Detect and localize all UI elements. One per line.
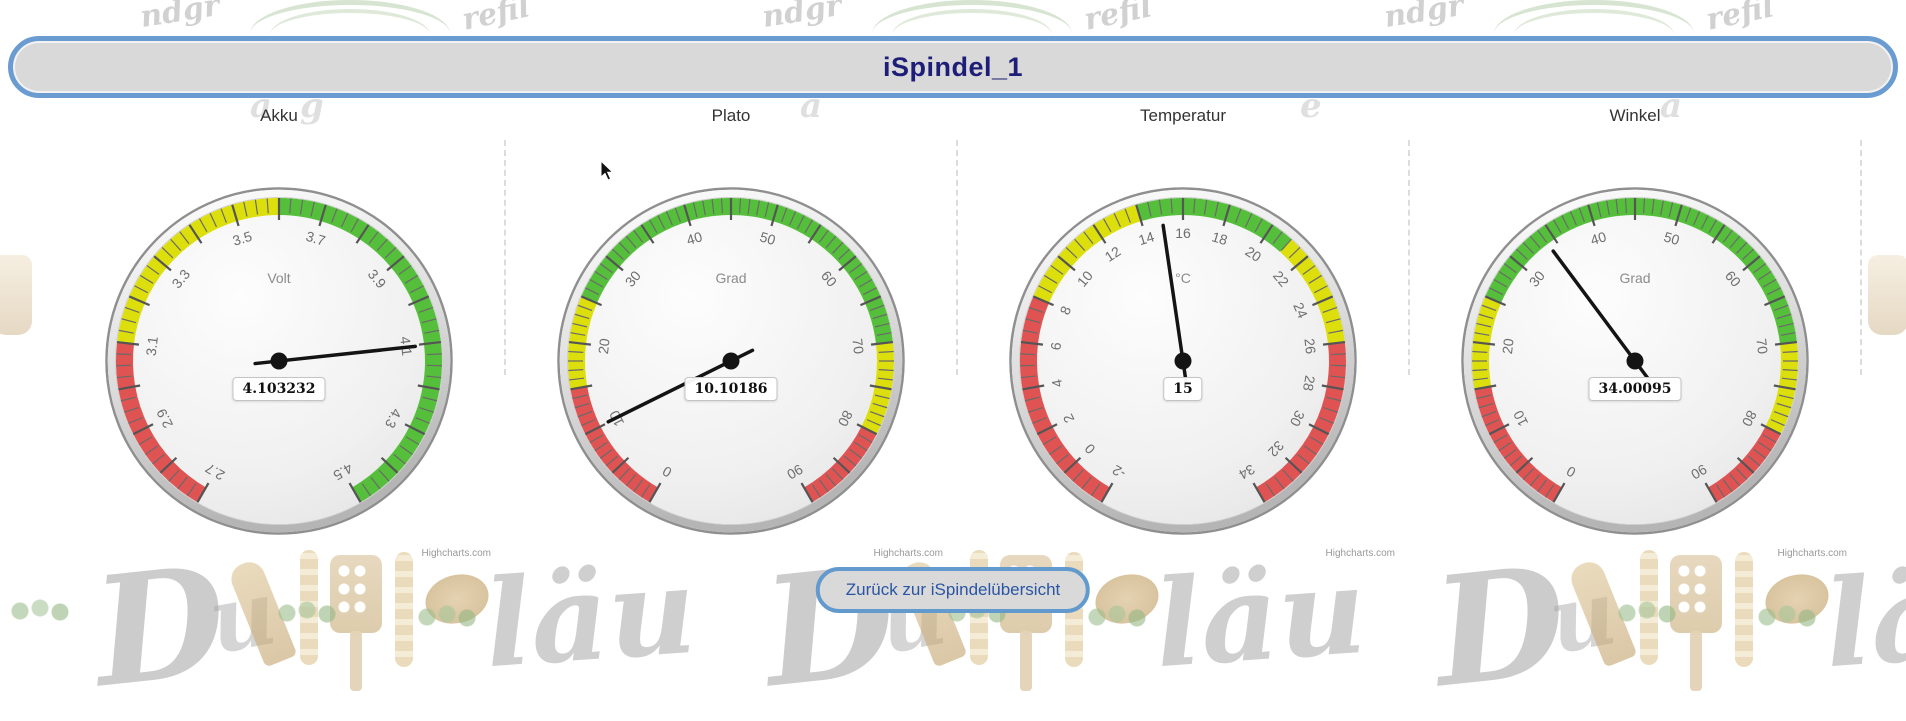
- needle-pivot: [271, 353, 288, 370]
- panel-separator: [1860, 140, 1862, 375]
- needle-pivot: [1175, 353, 1192, 370]
- highcharts-credit[interactable]: Highcharts.com: [422, 548, 491, 559]
- watermark-art: ndgr: [1382, 0, 1466, 35]
- watermark-art: [1868, 255, 1906, 335]
- watermark-art: läu: [481, 551, 699, 685]
- gauge-value-plato: 10.10186: [684, 377, 777, 401]
- gauge-title-winkel: Winkel: [1409, 106, 1861, 126]
- highcharts-credit[interactable]: Highcharts.com: [1326, 548, 1395, 559]
- gauge-unit-temperatur: °C: [957, 270, 1409, 286]
- watermark-art: [415, 604, 485, 630]
- watermark-art: refil: [1081, 0, 1155, 38]
- gauge-unit-akku: Volt: [53, 270, 505, 286]
- page-title: iSpindel_1: [883, 52, 1023, 83]
- svg-text:20: 20: [1499, 337, 1517, 355]
- svg-text:70: 70: [849, 337, 867, 355]
- gauge-title-akku: Akku: [53, 106, 505, 126]
- watermark-art: refil: [459, 0, 533, 38]
- watermark-art: ndgr: [760, 0, 844, 35]
- watermark-art: [0, 255, 32, 335]
- back-button[interactable]: Zurück zur iSpindelübersicht: [816, 567, 1090, 613]
- gauge-panel-akku: Akku 2.72.93.13.33.53.73.94.14.34.5 Volt…: [53, 100, 505, 570]
- watermark-art: [1615, 600, 1685, 626]
- mouse-cursor: [600, 160, 616, 182]
- gauge-unit-winkel: Grad: [1409, 270, 1861, 286]
- watermark-art: läu: [1151, 551, 1369, 685]
- gauge-value-akku: 4.103232: [232, 377, 325, 401]
- gauge-unit-plato: Grad: [505, 270, 957, 286]
- watermark-art: läu: [1821, 551, 1906, 685]
- gauge-panels: Akku 2.72.93.13.33.53.73.94.14.34.5 Volt…: [53, 100, 1861, 570]
- gauge-value-temperatur: 15: [1163, 377, 1202, 401]
- svg-text:70: 70: [1753, 337, 1771, 355]
- svg-text:26: 26: [1301, 337, 1319, 355]
- watermark-art: ndgr: [138, 0, 222, 35]
- page-header: iSpindel_1: [8, 36, 1898, 98]
- svg-text:3.1: 3.1: [143, 335, 161, 356]
- needle-pivot: [1627, 353, 1644, 370]
- gauge-title-plato: Plato: [505, 106, 957, 126]
- watermark-art: [1085, 604, 1155, 630]
- svg-text:16: 16: [1175, 225, 1191, 241]
- svg-text:20: 20: [595, 337, 613, 355]
- gauge-dial-akku: 2.72.93.13.33.53.73.94.14.34.5: [103, 185, 455, 537]
- watermark-art: refil: [1703, 0, 1777, 38]
- watermark-art: [1755, 604, 1825, 630]
- highcharts-credit[interactable]: Highcharts.com: [1778, 548, 1847, 559]
- svg-text:28: 28: [1300, 374, 1318, 392]
- gauge-title-temperatur: Temperatur: [957, 106, 1409, 126]
- gauge-value-winkel: 34.00095: [1588, 377, 1681, 401]
- watermark-art: [275, 600, 345, 626]
- highcharts-credit[interactable]: Highcharts.com: [874, 548, 943, 559]
- watermark-art: [8, 598, 78, 624]
- needle-pivot: [723, 353, 740, 370]
